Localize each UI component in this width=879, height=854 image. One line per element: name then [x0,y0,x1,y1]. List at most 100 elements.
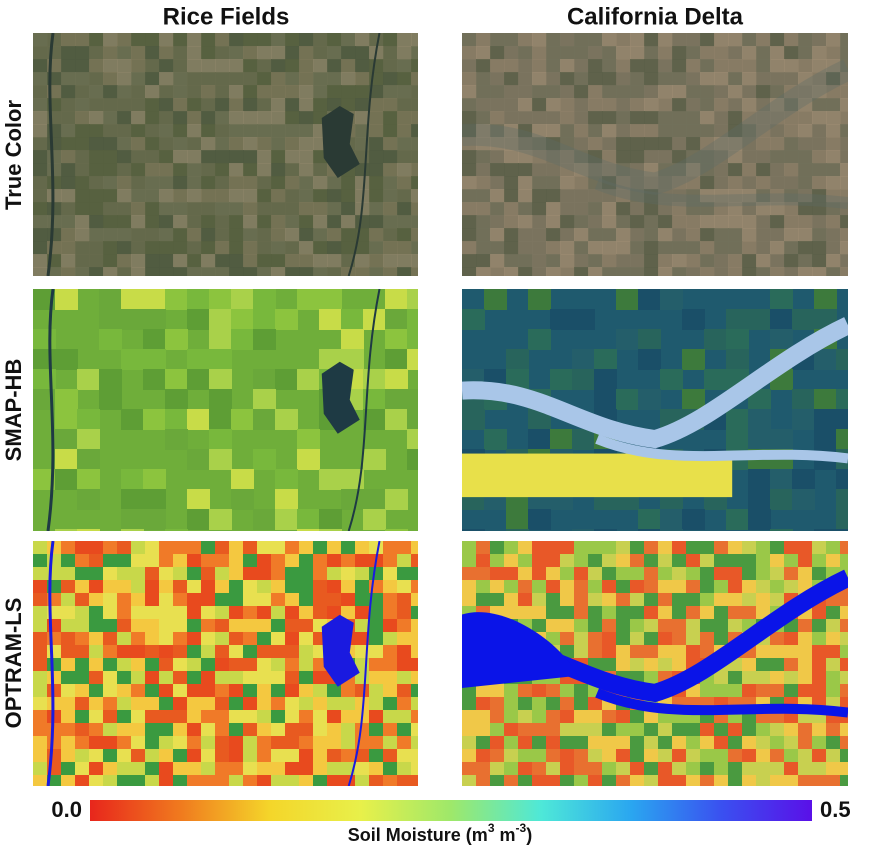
field-patch [792,309,815,330]
field-patch [131,33,146,47]
field-patch [616,241,631,255]
field-patch [672,567,687,581]
field-patch [257,749,272,763]
field-patch [103,137,118,151]
field-patch [411,72,418,86]
field-patch [798,150,813,164]
field-patch [770,749,785,763]
field-patch [546,85,561,99]
field-patch [209,449,232,470]
field-patch [159,658,174,672]
field-patch [397,645,412,659]
field-patch [630,580,645,594]
field-patch [756,202,771,216]
field-patch [616,189,631,203]
field-patch [187,349,210,370]
field-patch [658,228,673,242]
field-patch [61,228,76,242]
field-patch [117,658,132,672]
field-patch [341,749,356,763]
field-patch [756,554,771,568]
field-patch [411,137,418,151]
field-patch [532,775,547,786]
field-patch [33,124,48,138]
column-title: California Delta [567,3,744,30]
field-patch [630,645,645,659]
panels [33,33,848,786]
field-patch [145,567,160,581]
field-patch [257,33,272,47]
field-patch [47,710,62,724]
field-patch [271,215,286,229]
field-patch [159,554,174,568]
field-patch [327,33,342,47]
field-patch [173,111,188,125]
field-patch [644,189,659,203]
field-patch [630,72,645,86]
field-patch [215,124,230,138]
field-patch [560,59,575,73]
field-patch [215,85,230,99]
field-patch [560,202,575,216]
field-patch [75,189,90,203]
field-patch [476,723,491,737]
field-patch [103,541,118,555]
field-patch [75,554,90,568]
field-patch [313,554,328,568]
field-patch [243,202,258,216]
field-patch [173,554,188,568]
field-patch [826,671,841,685]
field-patch [201,710,216,724]
field-patch [812,749,827,763]
field-patch [574,72,589,86]
field-patch [285,215,300,229]
field-patch [686,241,701,255]
field-patch [574,176,589,190]
field-patch [644,202,659,216]
field-patch [173,619,188,633]
field-patch [355,267,370,276]
field-patch [602,59,617,73]
field-patch [658,541,673,555]
field-patch [518,554,533,568]
field-patch [798,85,813,99]
field-patch [383,775,398,786]
field-patch [686,72,701,86]
field-patch [257,619,272,633]
field-patch [103,241,118,255]
field-patch [363,489,386,510]
field-patch [327,762,342,776]
field-patch [55,409,78,430]
field-patch [89,554,104,568]
field-patch [411,658,418,672]
field-patch [159,85,174,99]
field-patch [313,33,328,47]
field-patch [89,72,104,86]
field-patch [341,723,356,737]
field-patch [243,645,258,659]
field-patch [355,606,370,620]
field-patch [812,46,827,60]
row-label: True Color [1,100,26,210]
field-patch [504,684,519,698]
field-patch [748,389,771,410]
field-patch [131,632,146,646]
field-patch [215,202,230,216]
field-patch [826,723,841,737]
field-patch [369,111,384,125]
field-patch [490,775,505,786]
field-patch [532,567,547,581]
field-patch [714,736,729,750]
field-patch [173,632,188,646]
field-patch [588,163,603,177]
field-patch [257,59,272,73]
field-patch [299,593,314,607]
field-patch [257,241,272,255]
field-patch [532,736,547,750]
field-patch [229,593,244,607]
field-patch [159,775,174,786]
field-patch [462,85,477,99]
field-patch [397,606,412,620]
field-patch [728,254,743,268]
